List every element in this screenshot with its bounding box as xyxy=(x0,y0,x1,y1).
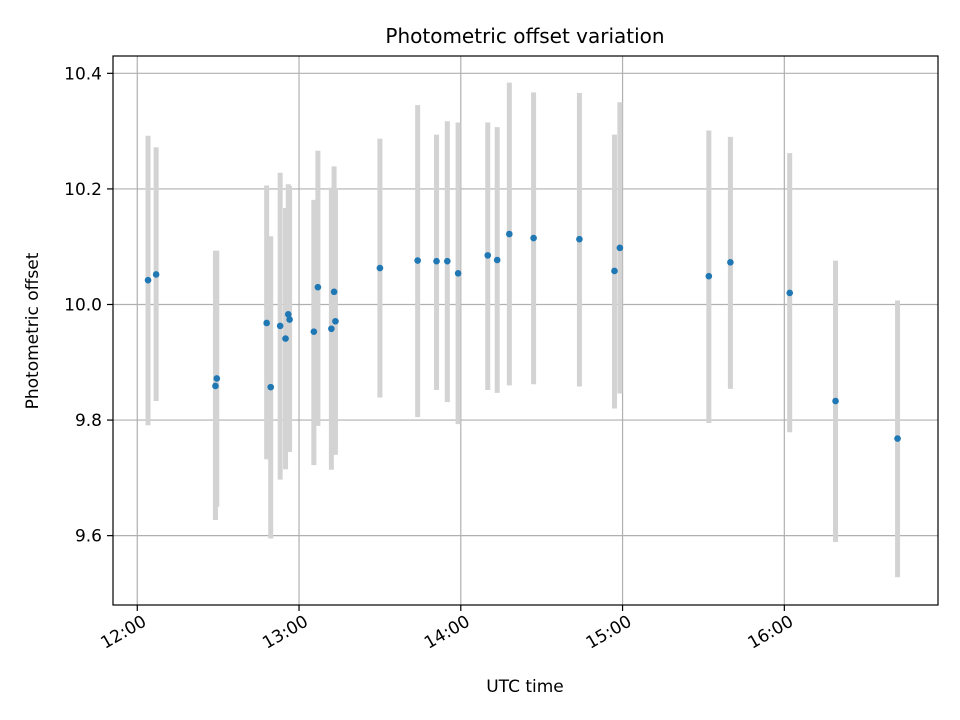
data-point xyxy=(376,264,384,272)
data-point xyxy=(433,257,440,265)
data-point xyxy=(310,328,318,335)
data-point xyxy=(444,257,451,265)
data-point xyxy=(832,397,839,405)
data-point xyxy=(284,311,292,318)
data-point xyxy=(286,316,293,323)
y-tick-label: 9.8 xyxy=(75,411,102,431)
data-points xyxy=(144,230,901,442)
chart-title: Photometric offset variation xyxy=(385,24,664,48)
data-point xyxy=(267,383,275,391)
data-point xyxy=(454,269,462,277)
data-point xyxy=(212,382,219,390)
data-point xyxy=(894,435,901,442)
data-point xyxy=(282,335,289,342)
data-point xyxy=(616,244,624,252)
data-point xyxy=(332,317,339,325)
data-point xyxy=(414,257,421,264)
data-point xyxy=(506,230,513,238)
data-point xyxy=(213,375,221,382)
data-point xyxy=(330,288,338,296)
data-point xyxy=(576,235,583,243)
data-point xyxy=(484,252,492,259)
grid-lines xyxy=(113,56,938,605)
data-point xyxy=(276,322,284,330)
data-point xyxy=(786,289,794,297)
plot-frame xyxy=(112,55,939,606)
data-point xyxy=(263,319,270,327)
y-axis-label: Photometric offset xyxy=(23,252,43,409)
data-point xyxy=(144,276,152,284)
data-point xyxy=(727,259,734,266)
data-point xyxy=(152,271,160,278)
data-point xyxy=(530,234,537,242)
y-tick-label: 10.4 xyxy=(64,64,102,84)
y-tick-label: 10.2 xyxy=(64,180,102,200)
data-point xyxy=(705,272,713,280)
data-point xyxy=(314,283,322,291)
x-axis-label: UTC time xyxy=(486,677,564,697)
y-tick-label: 9.6 xyxy=(75,527,102,547)
data-point xyxy=(611,267,618,275)
y-tick-label: 10.0 xyxy=(64,295,102,315)
data-point xyxy=(328,325,335,333)
data-point xyxy=(493,256,501,264)
